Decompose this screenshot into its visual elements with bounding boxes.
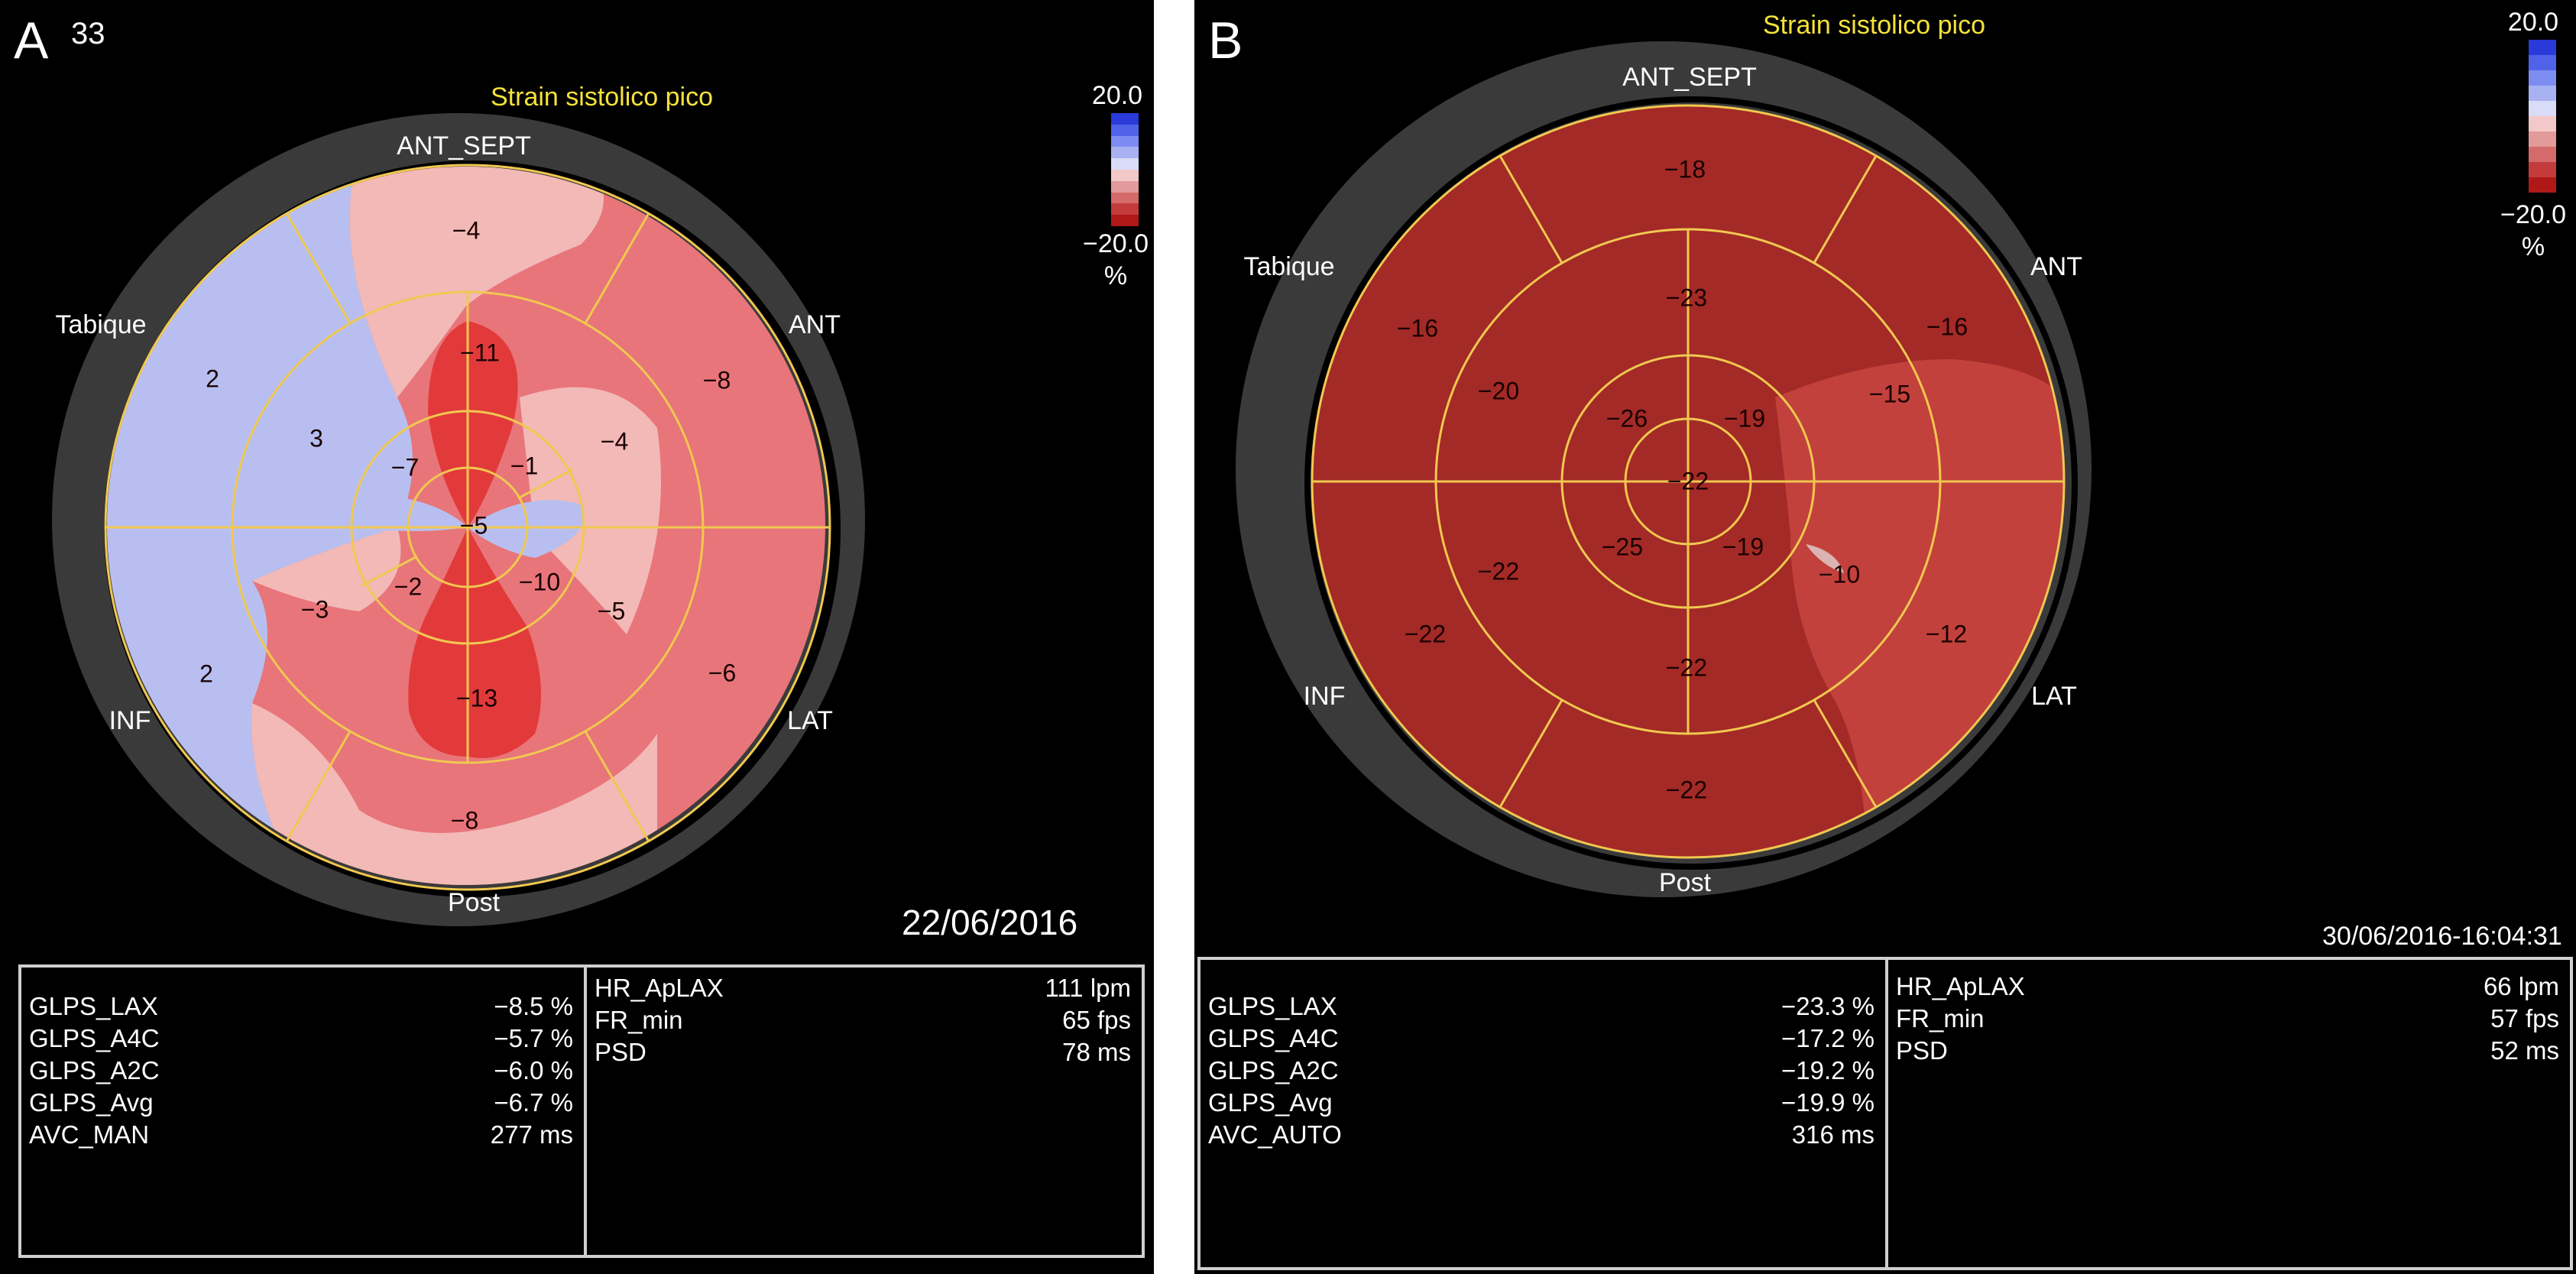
segment-value: −1: [510, 452, 539, 480]
scale-min: −20.0: [2500, 200, 2567, 229]
panel-letter: A: [14, 11, 49, 70]
segment-value: −20: [1477, 377, 1520, 405]
segment-value: −19: [1722, 533, 1764, 561]
panel-b: B Strain sistolico pico ANT_SEPT Tabique…: [1194, 0, 2576, 1274]
measurement-row: GLPS_A2C −19.2 %: [1208, 1056, 1874, 1084]
map-title: Strain sistolico pico: [491, 83, 714, 112]
segment-value: −10: [1818, 560, 1861, 588]
scale-unit: %: [2521, 232, 2545, 261]
scale-min: −20.0: [1082, 229, 1149, 258]
measurement-row: AVC_AUTO 316 ms: [1208, 1120, 1874, 1149]
segment-value: 2: [199, 660, 213, 688]
segment-value: −12: [1925, 620, 1968, 648]
segment-value: −10: [518, 568, 561, 596]
label-ant: ANT: [2030, 252, 2082, 281]
segment-value: −8: [702, 366, 731, 394]
strain-lobe-upper-a: [428, 321, 518, 527]
segment-value: −19: [1723, 404, 1766, 433]
measurement-row: GLPS_A2C −6.0 %: [29, 1056, 573, 1084]
segment-value: −22: [1667, 467, 1709, 495]
segment-value: −18: [1664, 155, 1706, 183]
segment-value: −23: [1665, 284, 1708, 312]
measurement-row: GLPS_A4C −5.7 %: [29, 1024, 573, 1052]
bullseye-grid-b: [1311, 104, 2066, 859]
segment-value: −4: [452, 216, 481, 245]
measurements-box: GLPS_LAX −8.5 % GLPS_A4C −5.7 % GLPS_A2C −6…: [18, 964, 587, 1258]
label-tabique: Tabique: [1243, 252, 1335, 281]
acquisition-row: PSD 78 ms: [595, 1038, 1131, 1066]
measurement-row: GLPS_LAX −8.5 %: [29, 992, 573, 1020]
study-datetime: 30/06/2016-16:04:31: [2322, 922, 2562, 951]
bullseye-b: [1236, 41, 2092, 897]
study-date: 22/06/2016: [902, 903, 1078, 942]
segment-value: −2: [394, 572, 423, 601]
segment-value: −6: [708, 659, 737, 687]
segment-value: −16: [1396, 314, 1439, 342]
bullseye-a: [52, 113, 865, 926]
segment-value: −13: [455, 684, 498, 712]
acquisition-row: HR_ApLAX 111 lpm: [595, 974, 1131, 1002]
segment-value: −22: [1665, 776, 1708, 804]
scale-max: 20.0: [2507, 8, 2559, 37]
segment-value: −22: [1665, 653, 1708, 682]
label-lat: LAT: [787, 706, 833, 735]
acquisition-row: FR_min 65 fps: [595, 1006, 1131, 1034]
acquisition-row: HR_ApLAX 66 lpm: [1896, 972, 2559, 1000]
label-post: Post: [1658, 868, 1712, 897]
measurements-box: GLPS_LAX −23.3 % GLPS_A4C −17.2 % GLPS_A2C…: [1197, 957, 1888, 1270]
measurement-row: GLPS_Avg −19.9 %: [1208, 1088, 1874, 1117]
segment-value: −8: [450, 806, 479, 835]
scale-unit: %: [1103, 261, 1128, 290]
label-lat: LAT: [2031, 682, 2077, 711]
segment-value: −3: [300, 595, 329, 624]
measurement-row: GLPS_Avg −6.7 %: [29, 1088, 573, 1117]
segment-value: −25: [1601, 533, 1644, 561]
label-ant-sept: ANT_SEPT: [1622, 63, 1757, 92]
label-post: Post: [447, 888, 501, 917]
frame-number: 33: [71, 17, 105, 50]
acquisition-box: HR_ApLAX 111 lpm FR_min 65 fps PSD 78 ms: [584, 964, 1145, 1258]
segment-value: −5: [459, 511, 488, 540]
segment-value: −7: [390, 453, 420, 481]
acquisition-row: PSD 52 ms: [1896, 1036, 2559, 1065]
acquisition-box: HR_ApLAX 66 lpm FR_min 57 fps PSD 52 ms: [1885, 957, 2573, 1270]
segment-value: 2: [206, 365, 219, 393]
segment-value: −11: [460, 339, 500, 367]
segment-value: −22: [1404, 620, 1447, 648]
panel-letter: B: [1208, 11, 1243, 70]
map-title: Strain sistolico pico: [1763, 11, 1986, 40]
segment-value: −26: [1606, 404, 1648, 433]
segment-value: −4: [600, 427, 629, 455]
bullseye-grid-a: [104, 164, 831, 891]
acquisition-row: FR_min 57 fps: [1896, 1004, 2559, 1032]
segment-value: 3: [309, 424, 323, 452]
label-ant: ANT: [789, 310, 841, 339]
segment-value: −22: [1477, 557, 1520, 585]
scale-max: 20.0: [1091, 81, 1143, 110]
label-inf: INF: [109, 706, 151, 735]
segment-value: −5: [597, 597, 626, 625]
measurement-row: AVC_MAN 277 ms: [29, 1120, 573, 1149]
label-ant-sept: ANT_SEPT: [397, 131, 531, 160]
label-inf: INF: [1303, 682, 1346, 711]
segment-value: −16: [1926, 313, 1968, 341]
panel-a: A 33 Strain sistolico pico ANT_SEPT Tabi…: [0, 0, 1154, 1274]
segment-value: −15: [1868, 380, 1911, 408]
label-tabique: Tabique: [55, 310, 147, 339]
measurement-row: GLPS_A4C −17.2 %: [1208, 1024, 1874, 1052]
scale-bar: [2529, 40, 2556, 193]
scale-bar: [1111, 113, 1139, 226]
measurement-row: GLPS_LAX −23.3 %: [1208, 992, 1874, 1020]
